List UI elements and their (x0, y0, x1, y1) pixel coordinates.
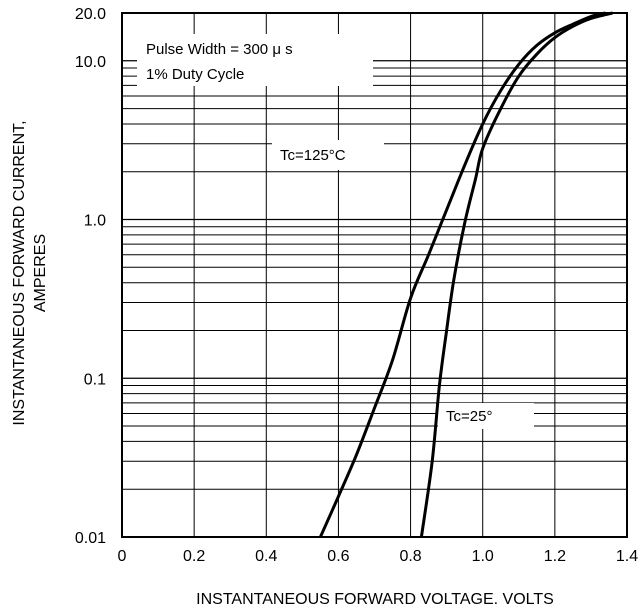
y-axis-title-line2: AMPERES (32, 234, 49, 312)
y-axis-title-line1: INSTANTANEOUS FORWARD CURRENT, (11, 120, 28, 425)
y-tick-label: 1.0 (84, 213, 106, 230)
y-tick-labels: 0.01 0.1 1.0 10.0 20.0 (75, 6, 106, 547)
tc25-annotation-box (438, 403, 534, 429)
series-line (419, 11, 613, 538)
y-tick-label: 0.1 (84, 371, 106, 388)
y-tick-label: 20.0 (75, 6, 106, 23)
x-tick-labels: 0 0.2 0.4 0.6 0.8 1.0 1.2 1.4 (118, 548, 639, 565)
y-tick-label: 0.01 (75, 530, 106, 547)
series-curves (319, 11, 613, 538)
tc125-annotation-box (272, 140, 384, 170)
grid-lines (122, 13, 627, 537)
x-tick-label: 0.4 (255, 548, 277, 565)
x-tick-label: 0.6 (327, 548, 349, 565)
tc25-label: Tc=25° (446, 408, 492, 425)
plot-frame (121, 12, 628, 538)
x-axis-title: INSTANTANEOUS FORWARD VOLTAGE. VOLTS (196, 591, 554, 608)
y-tick-label: 10.0 (75, 54, 106, 71)
x-tick-label: 1.2 (544, 548, 566, 565)
x-tick-label: 1.4 (616, 548, 638, 565)
x-tick-label: 0 (118, 548, 127, 565)
duty-cycle-annotation: 1% Duty Cycle (146, 66, 244, 83)
pulse-width-annotation: Pulse Width = 300 μ s (146, 41, 293, 58)
y-axis-title: INSTANTANEOUS FORWARD CURRENT, AMPERES (11, 120, 49, 425)
pulse-annotation-box (137, 34, 373, 86)
x-tick-label: 0.2 (183, 548, 205, 565)
x-tick-label: 0.8 (399, 548, 421, 565)
series-line (319, 11, 606, 538)
tc125-label: Tc=125°C (280, 147, 346, 164)
x-tick-label: 1.0 (472, 548, 494, 565)
